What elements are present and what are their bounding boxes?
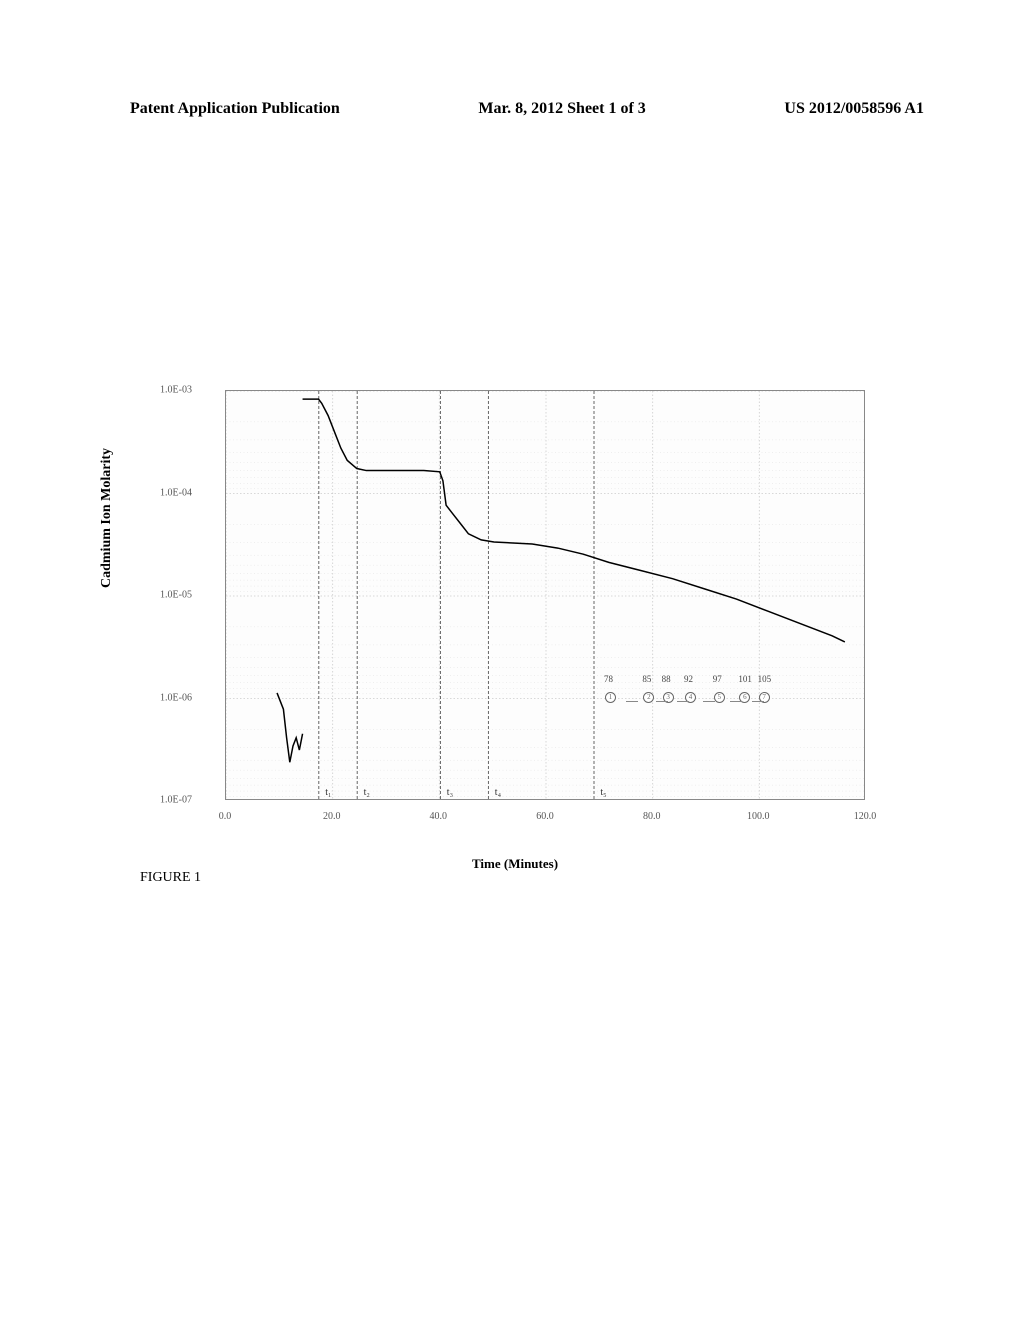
x-tick-label: 60.0 <box>536 811 554 822</box>
y-axis-label: Cadmium Ion Molarity <box>99 448 115 588</box>
y-tick-label: 1.0E-04 <box>160 487 192 498</box>
x-tick-label: 0.0 <box>219 811 232 822</box>
header-left: Patent Application Publication <box>130 100 340 118</box>
annotation-number: 105 <box>758 674 772 684</box>
y-tick-label: 1.0E-03 <box>160 385 192 396</box>
plot-area: 78858892971011051234567 t₁t₂t₃t₄t₅ <box>225 390 865 800</box>
x-axis-label: Time (Minutes) <box>472 856 558 872</box>
x-tick-label: 120.0 <box>854 811 877 822</box>
x-tick-label: 80.0 <box>643 811 661 822</box>
t-marker-label: t₅ <box>600 787 606 798</box>
t-marker-label: t₃ <box>447 787 453 798</box>
annotation-number: 78 <box>604 674 613 684</box>
annotation-dash <box>626 701 638 702</box>
header-center: Mar. 8, 2012 Sheet 1 of 3 <box>478 100 645 118</box>
y-tick-label: 1.0E-05 <box>160 590 192 601</box>
annotation-number: 85 <box>642 674 651 684</box>
chart-container: Cadmium Ion Molarity Time (Minutes) 1.0E… <box>155 380 875 830</box>
t-marker-label: t₄ <box>495 787 501 798</box>
figure-label: FIGURE 1 <box>140 870 201 886</box>
x-tick-label: 20.0 <box>323 811 341 822</box>
annotation-number: 88 <box>662 674 671 684</box>
x-tick-label: 100.0 <box>747 811 770 822</box>
y-tick-label: 1.0E-07 <box>160 795 192 806</box>
annotation-number: 97 <box>713 674 722 684</box>
annotation-dash <box>703 701 715 702</box>
chart-line <box>226 391 864 799</box>
t-marker-label: t₂ <box>364 787 370 798</box>
annotation-dash <box>656 701 668 702</box>
page-header: Patent Application Publication Mar. 8, 2… <box>130 100 924 118</box>
annotation-dash <box>752 701 764 702</box>
annotation-dash <box>730 701 742 702</box>
annotation-dash <box>677 701 689 702</box>
annotation-number: 101 <box>738 674 752 684</box>
header-right: US 2012/0058596 A1 <box>784 100 924 118</box>
t-marker-label: t₁ <box>325 787 331 798</box>
x-tick-label: 40.0 <box>430 811 448 822</box>
annotation-number: 92 <box>684 674 693 684</box>
y-tick-label: 1.0E-06 <box>160 692 192 703</box>
